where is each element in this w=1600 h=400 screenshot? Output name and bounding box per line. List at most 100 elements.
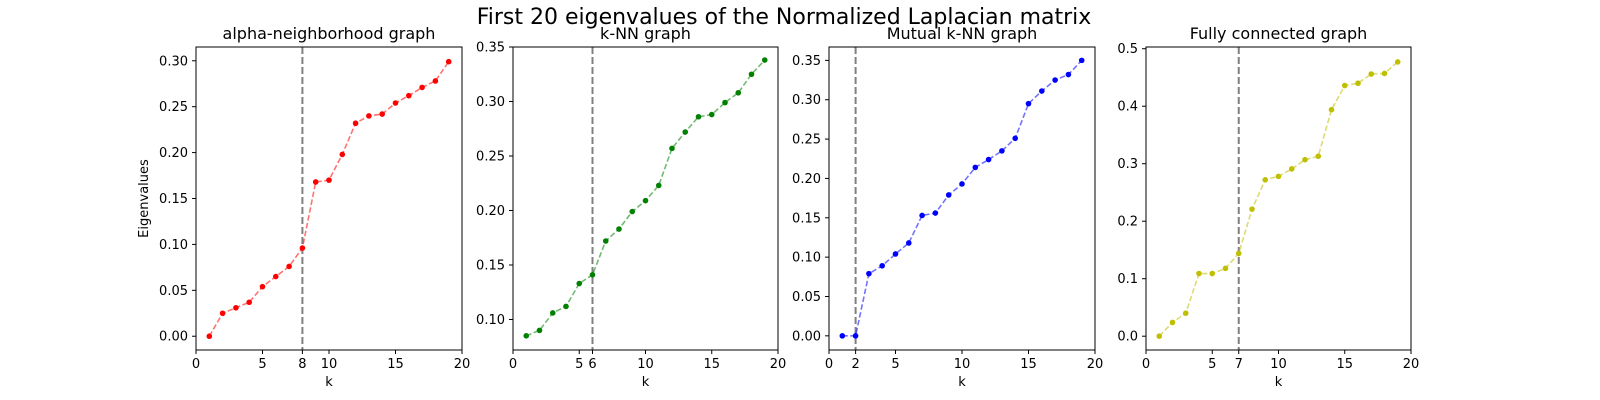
data-point [655, 182, 662, 189]
data-point [1039, 88, 1045, 94]
data-point [1196, 270, 1202, 277]
data-point [602, 238, 609, 244]
data-point [445, 58, 452, 65]
y-tick-label: 0.30 [476, 95, 505, 110]
data-point [695, 113, 702, 120]
data-point [892, 251, 899, 257]
y-tick-label: 0.35 [476, 41, 505, 56]
series-line [208, 61, 450, 337]
data-point [748, 71, 755, 78]
data-point [563, 303, 569, 310]
axes-frame [828, 46, 1096, 351]
x-tick-label: 8 [298, 357, 306, 372]
data-point [339, 151, 346, 158]
data-point [919, 212, 925, 219]
data-point [761, 57, 768, 63]
data-point [1052, 77, 1058, 83]
data-point [852, 333, 859, 339]
data-point [1302, 156, 1308, 163]
data-point [1262, 177, 1269, 183]
data-point [1156, 333, 1163, 340]
y-tick-label: 0.25 [159, 100, 188, 115]
data-point [352, 120, 359, 127]
x-tick-label: 0 [1142, 357, 1150, 372]
data-point [1288, 166, 1295, 172]
data-point [985, 156, 992, 163]
y-tick-label: 0.05 [159, 284, 188, 299]
data-point [273, 273, 279, 280]
data-point [629, 208, 636, 215]
data-point [326, 177, 332, 183]
axes-frame [1145, 46, 1412, 351]
y-axis-label: Eigenvalues [137, 159, 152, 238]
x-tick-label: 20 [1087, 357, 1104, 372]
x-tick-label: 5 [575, 357, 583, 372]
data-point [206, 333, 213, 340]
y-tick-label: 0.05 [792, 290, 821, 305]
x-tick-label: 10 [1270, 357, 1287, 372]
data-point [906, 240, 912, 246]
data-point [246, 299, 252, 306]
data-point [1078, 57, 1085, 64]
x-tick-label: 5 [891, 357, 899, 372]
subplot-title: Mutual k-NN graph [887, 24, 1038, 43]
subplot-3: Mutual k-NN graph 0 2 5 10 15 20 0.00 0.05 0.10 0.… [792, 24, 1103, 390]
data-point [972, 164, 979, 171]
y-tick-label: 0.10 [792, 251, 821, 266]
x-tick-label: 15 [1020, 357, 1037, 372]
data-point [879, 262, 885, 269]
data-point [549, 310, 556, 316]
subplot-title: alpha-neighborhood graph [223, 24, 436, 43]
y-tick-label: 0.30 [159, 54, 188, 69]
y-tick-label: 0.15 [476, 258, 505, 273]
y-tick-label: 0.2 [1117, 215, 1138, 230]
x-tick-label: 20 [770, 357, 787, 372]
data-point [312, 179, 319, 185]
data-point [1394, 59, 1401, 65]
x-axis-label: k [1275, 375, 1283, 390]
data-point [945, 192, 952, 198]
x-axis-label: k [958, 375, 966, 390]
data-point [999, 148, 1005, 154]
data-point [1025, 100, 1032, 107]
data-point [866, 270, 872, 277]
series-line [1158, 61, 1399, 337]
data-point [682, 129, 689, 135]
y-tick-label: 0.20 [476, 204, 505, 219]
data-point [1328, 106, 1335, 113]
y-tick-label: 0.20 [159, 146, 188, 161]
y-tick-label: 0.25 [476, 149, 505, 164]
x-tick-label: 15 [1336, 357, 1353, 372]
series-line [842, 59, 1083, 337]
y-tick-label: 0.3 [1117, 157, 1138, 172]
subplot-1: alpha-neighborhood graph 0 5 8 10 15 20 0.00 0.0… [137, 24, 470, 390]
subplot-title: k-NN graph [600, 24, 691, 43]
data-point [1182, 310, 1189, 317]
data-point [959, 181, 965, 187]
x-tick-label: 0 [825, 357, 833, 372]
data-point [299, 245, 306, 251]
data-point [259, 283, 266, 290]
data-point [1012, 135, 1018, 142]
y-tick-label: 0.10 [476, 313, 505, 328]
y-tick-label: 0.5 [1117, 42, 1138, 57]
data-point [379, 111, 386, 117]
x-tick-label: 6 [588, 357, 596, 372]
x-tick-label: 15 [703, 357, 720, 372]
x-axis-label: k [642, 375, 650, 390]
data-point [219, 310, 226, 317]
data-point [1222, 265, 1229, 272]
data-point [523, 333, 530, 339]
y-tick-label: 0.4 [1117, 100, 1138, 115]
data-point [432, 78, 439, 84]
data-point [839, 333, 846, 339]
x-axis-label: k [325, 375, 333, 390]
x-tick-label: 10 [637, 357, 654, 372]
y-tick-label: 0.15 [792, 211, 821, 226]
data-point [722, 99, 728, 106]
x-tick-label: 0 [192, 357, 200, 372]
y-tick-label: 0.35 [792, 54, 821, 69]
x-tick-label: 7 [1235, 357, 1243, 372]
data-point [1381, 70, 1388, 77]
data-point [233, 304, 239, 311]
